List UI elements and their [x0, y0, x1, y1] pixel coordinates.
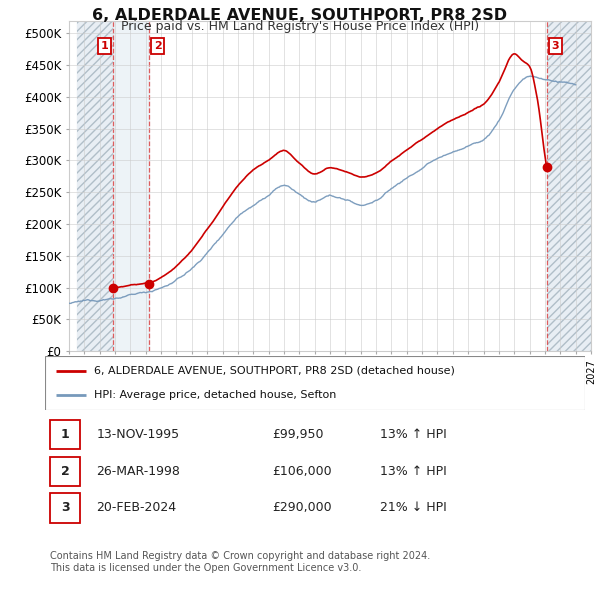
- Bar: [50, 493, 80, 523]
- Bar: [77, 21, 113, 351]
- Text: 26-MAR-1998: 26-MAR-1998: [96, 465, 180, 478]
- Text: 20-FEB-2024: 20-FEB-2024: [96, 502, 176, 514]
- Text: 21% ↓ HPI: 21% ↓ HPI: [380, 502, 446, 514]
- Text: £99,950: £99,950: [272, 428, 323, 441]
- Text: 13% ↑ HPI: 13% ↑ HPI: [380, 428, 446, 441]
- Text: 2: 2: [61, 465, 70, 478]
- Text: 6, ALDERDALE AVENUE, SOUTHPORT, PR8 2SD (detached house): 6, ALDERDALE AVENUE, SOUTHPORT, PR8 2SD …: [94, 366, 454, 376]
- Bar: [547, 21, 591, 351]
- Text: 6, ALDERDALE AVENUE, SOUTHPORT, PR8 2SD: 6, ALDERDALE AVENUE, SOUTHPORT, PR8 2SD: [92, 8, 508, 23]
- Text: 3: 3: [61, 502, 70, 514]
- Bar: [113, 21, 149, 351]
- Text: £106,000: £106,000: [272, 465, 331, 478]
- Text: £290,000: £290,000: [272, 502, 331, 514]
- Text: Price paid vs. HM Land Registry's House Price Index (HPI): Price paid vs. HM Land Registry's House …: [121, 20, 479, 33]
- Text: HPI: Average price, detached house, Sefton: HPI: Average price, detached house, Seft…: [94, 390, 336, 400]
- Text: Contains HM Land Registry data © Crown copyright and database right 2024.
This d: Contains HM Land Registry data © Crown c…: [50, 551, 431, 572]
- Text: 2: 2: [154, 41, 161, 51]
- Text: 3: 3: [551, 41, 559, 51]
- Bar: [77, 21, 113, 351]
- Text: 1: 1: [101, 41, 109, 51]
- Text: 13-NOV-1995: 13-NOV-1995: [96, 428, 179, 441]
- Bar: [547, 21, 591, 351]
- Text: 1: 1: [61, 428, 70, 441]
- Bar: [50, 457, 80, 486]
- Bar: [50, 420, 80, 449]
- Text: 13% ↑ HPI: 13% ↑ HPI: [380, 465, 446, 478]
